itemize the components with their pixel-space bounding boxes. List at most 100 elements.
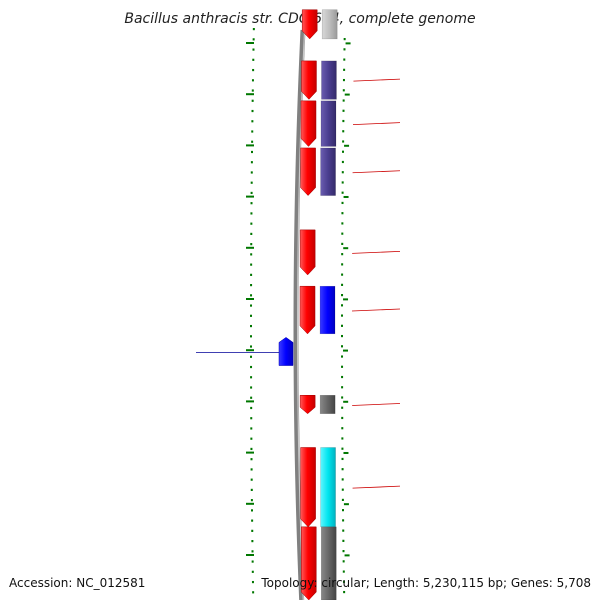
cds-arrow (300, 147, 316, 196)
outer-dot (343, 58, 346, 61)
cog-block (319, 395, 336, 414)
cds-arrow (300, 447, 316, 528)
outer-dot (341, 314, 344, 317)
inner-dot (252, 28, 255, 31)
cds-arrow (299, 229, 316, 276)
outer-dot (341, 406, 344, 409)
outer-tick (344, 144, 350, 147)
outer-dot (341, 447, 344, 450)
cog-block (321, 9, 338, 40)
inner-dot (250, 488, 253, 491)
inner-dot (251, 140, 254, 143)
outer-dot (342, 550, 345, 553)
outer-dot (341, 181, 344, 184)
outer-dot (341, 253, 344, 256)
outer-dot (341, 212, 344, 215)
outer-dot (341, 171, 344, 174)
outer-dot (342, 529, 345, 532)
leader-line (352, 251, 401, 254)
outer-dot (341, 468, 344, 471)
outer-dot (342, 119, 345, 123)
outer-tick (343, 247, 349, 250)
inner-dot (250, 171, 253, 174)
inner-dot (252, 58, 255, 61)
outer-tick-track (341, 38, 351, 594)
major-tick (246, 144, 254, 147)
inner-dot (250, 478, 253, 481)
inner-dot (250, 365, 253, 369)
outer-dot (341, 324, 343, 327)
inner-dot (251, 120, 254, 123)
inner-dot (250, 458, 253, 461)
major-tick (246, 451, 254, 454)
outer-dot (342, 150, 344, 153)
major-tick (246, 298, 254, 300)
outer-dot (341, 365, 344, 368)
cog-block (320, 100, 337, 147)
inner-dot (250, 427, 253, 430)
gene-arrow (278, 337, 294, 366)
outer-dot (341, 498, 344, 501)
outer-dot (342, 89, 345, 92)
inner-dot (250, 417, 253, 420)
inner-dot (250, 345, 253, 348)
outer-dot (342, 570, 345, 573)
inner-dot (250, 181, 253, 184)
inner-dot (251, 550, 254, 553)
outer-dot (341, 396, 344, 399)
outer-dot (341, 283, 344, 286)
inner-dot (250, 212, 253, 215)
outer-dot (341, 294, 344, 297)
cog-block (321, 526, 337, 600)
cog-block (320, 447, 336, 528)
inner-dot (250, 396, 253, 399)
inner-dot (251, 580, 254, 584)
major-tick (246, 502, 254, 505)
outer-dot (342, 130, 345, 133)
inner-dot (250, 376, 253, 379)
inner-dot (251, 560, 254, 563)
inner-dot (250, 191, 253, 195)
outer-dot (341, 201, 344, 205)
inner-dot (251, 150, 253, 154)
inner-dot (250, 386, 253, 389)
inner-dot (250, 304, 253, 307)
major-tick (246, 400, 254, 403)
outer-tick (344, 93, 350, 96)
outer-tick (343, 451, 349, 454)
outer-dot (341, 488, 344, 491)
outer-dot (341, 160, 344, 164)
outer-dot (341, 437, 344, 440)
outer-tick (345, 42, 351, 45)
inner-dot (251, 570, 254, 573)
outer-dot (342, 99, 345, 102)
inner-dot (250, 222, 253, 225)
inner-dot (250, 243, 253, 246)
outer-tick (343, 349, 349, 352)
leader-line (351, 308, 401, 312)
outer-dot (341, 427, 344, 430)
gene-label-group (196, 78, 401, 489)
outer-dot (341, 304, 344, 307)
inner-dot (250, 355, 253, 358)
inner-dot (251, 519, 254, 522)
outer-dot (341, 232, 344, 235)
backbone-line (293, 29, 306, 600)
outer-dot (341, 457, 344, 461)
map-title: Bacillus anthracis str. CDC 684, complet… (124, 11, 475, 27)
major-tick (246, 246, 254, 249)
outer-tick (343, 400, 349, 403)
outer-tick (343, 503, 349, 506)
inner-dot (252, 38, 255, 41)
outer-dot (341, 478, 344, 481)
outer-dot (342, 509, 344, 512)
outer-dot (341, 355, 344, 358)
inner-dot (250, 406, 253, 410)
cds-arrow (300, 100, 317, 147)
cds-arrow (301, 526, 317, 600)
outer-dot (342, 78, 345, 82)
inner-dot (251, 529, 254, 532)
cds-arrow (301, 60, 317, 100)
outer-dot (343, 590, 346, 594)
